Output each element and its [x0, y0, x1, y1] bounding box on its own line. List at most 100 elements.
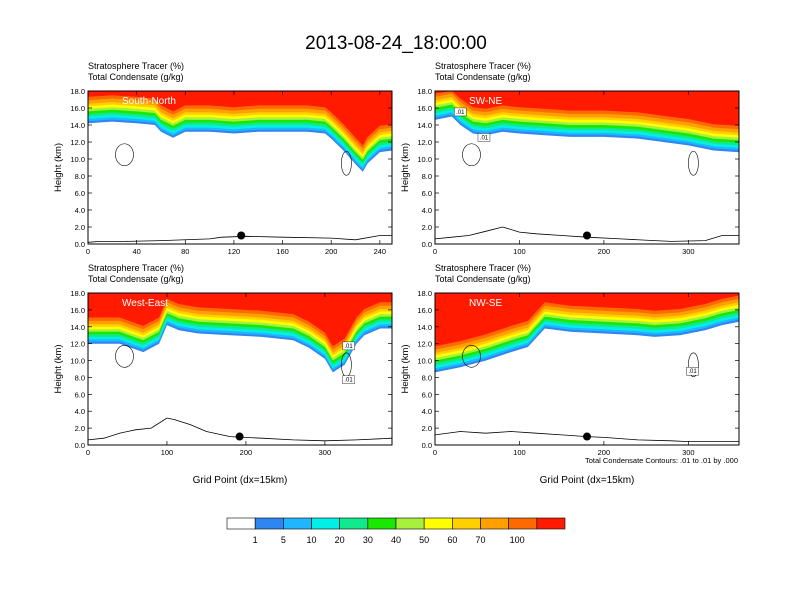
x-axis-label: Grid Point (dx=15km) [193, 475, 288, 486]
x-tick-label: 300 [682, 448, 695, 457]
y-tick-label: 0.0 [422, 240, 432, 249]
y-tick-label: 2.0 [422, 223, 432, 232]
cross-section-marker [237, 231, 246, 240]
panel-header-line: Stratosphere Tracer (%) [435, 61, 531, 71]
x-axis-label: Grid Point (dx=15km) [540, 475, 635, 486]
y-tick-label: 8.0 [75, 373, 85, 382]
y-tick-label: 8.0 [422, 373, 432, 382]
colorbar-label: 70 [475, 535, 485, 545]
y-tick-label: 16.0 [70, 104, 85, 113]
x-tick-label: 300 [682, 247, 695, 256]
colorbar-swatch [339, 517, 369, 530]
y-tick-label: 0.0 [75, 240, 85, 249]
x-tick-label: 240 [374, 247, 387, 256]
colorbar-swatch [254, 517, 284, 530]
condensate-contour [115, 345, 134, 368]
colorbar-swatch [536, 517, 566, 530]
contour-label-box [477, 133, 491, 142]
colorbar-label: 10 [306, 535, 316, 545]
y-tick-label: 4.0 [75, 407, 85, 416]
panel-label: South-North [122, 96, 176, 107]
colorbar-swatch [480, 517, 509, 530]
y-tick-label: 16.0 [417, 306, 432, 315]
y-tick-label: 10.0 [417, 155, 432, 164]
condensate-contour [688, 352, 699, 378]
colorbar-label: 60 [447, 535, 457, 545]
y-tick-label: 10.0 [70, 155, 85, 164]
panel-label: SW-NE [469, 96, 502, 107]
y-tick-label: 16.0 [417, 104, 432, 113]
contour-label-box [342, 375, 355, 384]
contour-footnote: Total Condensate Contours: .01 to .01 by… [585, 456, 738, 465]
cross-section-marker [235, 432, 244, 441]
x-tick-label: 300 [319, 448, 332, 457]
colorbar-label: 40 [391, 535, 401, 545]
contour-label: .01 [344, 344, 353, 350]
condensate-contour [341, 150, 352, 176]
y-tick-label: 18.0 [417, 87, 432, 96]
tracer-band-top [88, 293, 392, 347]
x-tick-label: 0 [433, 247, 437, 256]
y-tick-label: 8.0 [422, 172, 432, 181]
colorbar-swatch [226, 517, 256, 530]
x-tick-label: 0 [86, 247, 90, 256]
plot-area: .01 .01 [435, 91, 739, 244]
condensate-contour [462, 345, 481, 368]
colorbar-swatch [311, 517, 340, 530]
panel-header-line: Total Condensate (g/kg) [88, 72, 184, 82]
y-tick-label: 10.0 [417, 357, 432, 366]
x-tick-label: 160 [276, 247, 289, 256]
y-tick-label: 12.0 [417, 340, 432, 349]
x-tick-label: 200 [325, 247, 338, 256]
y-tick-label: 4.0 [75, 206, 85, 215]
colorbar-label: 30 [363, 535, 373, 545]
colorbar-swatch [423, 517, 453, 530]
plot-frame [434, 90, 740, 245]
y-tick-label: 14.0 [70, 323, 85, 332]
cross-section-marker [583, 231, 591, 240]
y-tick-label: 12.0 [70, 138, 85, 147]
figure-title: 2013-08-24_18:00:00 [305, 33, 487, 54]
terrain-line [435, 226, 739, 242]
y-tick-label: 6.0 [75, 189, 85, 198]
y-tick-label: 18.0 [70, 289, 85, 298]
x-tick-label: 200 [598, 247, 611, 256]
y-tick-label: 14.0 [70, 121, 85, 130]
panel-header-line: Stratosphere Tracer (%) [88, 61, 184, 71]
condensate-contour [688, 150, 699, 176]
contour-label-box [686, 367, 699, 376]
panel-3: Stratosphere Tracer (%)Total Condensate … [53, 263, 393, 486]
x-tick-label: 200 [598, 448, 611, 457]
plot-area: .01 .01 [88, 293, 392, 445]
colorbar-label: 1 [253, 535, 258, 545]
colorbar-swatch [283, 517, 312, 530]
x-tick-label: 200 [240, 448, 253, 457]
panel-header-line: Total Condensate (g/kg) [88, 274, 184, 284]
y-tick-label: 2.0 [75, 223, 85, 232]
panel-header-line: Stratosphere Tracer (%) [88, 263, 184, 273]
contour-label-box [342, 341, 355, 351]
x-tick-label: 100 [161, 448, 174, 457]
panel-1: Stratosphere Tracer (%)Total Condensate … [53, 61, 393, 256]
x-tick-label: 0 [86, 448, 90, 457]
plot-area [88, 91, 392, 244]
condensate-contour [462, 143, 481, 167]
y-tick-label: 4.0 [422, 206, 432, 215]
tracer-band-top [435, 293, 739, 347]
x-tick-label: 100 [513, 247, 526, 256]
colorbar-swatch [508, 517, 538, 530]
tracer-band-top [435, 91, 739, 126]
y-tick-label: 18.0 [417, 289, 432, 298]
panel-header-line: Total Condensate (g/kg) [435, 274, 531, 284]
plot-frame [87, 90, 393, 245]
panel-header-line: Total Condensate (g/kg) [435, 72, 531, 82]
y-tick-label: 2.0 [75, 424, 85, 433]
contour-label: .01 [344, 378, 353, 384]
y-tick-label: 12.0 [70, 340, 85, 349]
condensate-contour [115, 143, 134, 167]
colorbar-swatch [452, 517, 481, 530]
y-axis-label: Height (km) [400, 344, 411, 393]
cross-section-marker [583, 432, 591, 441]
plot-area: .01 [435, 293, 739, 445]
